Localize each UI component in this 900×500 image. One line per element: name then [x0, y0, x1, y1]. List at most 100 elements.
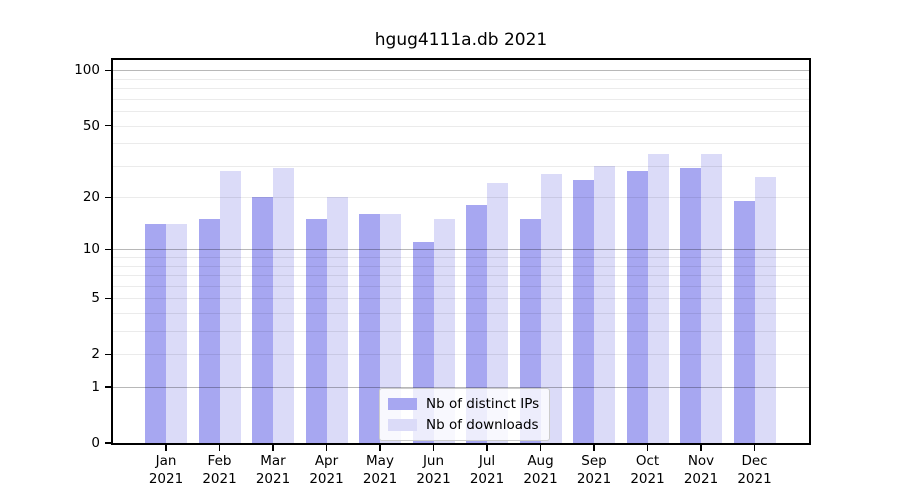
x-tick-label-nov: Nov 2021 [659, 453, 743, 488]
y-tick-label-10: 10 [82, 241, 100, 258]
plot-area [111, 58, 811, 445]
bar-nb-of-downloads-oct [647, 153, 669, 443]
bar-nb-of-distinct-ips-sep [573, 180, 594, 443]
x-tick-mark-apr [325, 445, 328, 451]
x-tick-label-jul: Jul 2021 [445, 453, 529, 488]
bar-nb-of-distinct-ips-mar [252, 197, 273, 443]
x-tick-month: Mar [260, 453, 286, 469]
bar-nb-of-downloads-nov [701, 153, 722, 443]
y-gridline-40 [113, 143, 809, 145]
y-gridline-100 [113, 70, 809, 72]
x-tick-year: 2021 [148, 470, 184, 487]
y-gridline-7 [113, 275, 809, 277]
x-tick-label-sep: Sep 2021 [552, 453, 636, 488]
legend: Nb of distinct IPs Nb of downloads [379, 388, 551, 441]
bar-nb-of-distinct-ips-aug [519, 219, 541, 443]
x-tick-month: Dec [741, 453, 768, 469]
x-tick-month: Oct [635, 453, 660, 469]
y-tick-label-2: 2 [91, 346, 100, 363]
x-tick-mark-oct [646, 445, 649, 451]
bar-nb-of-downloads-jan [166, 224, 187, 443]
x-tick-month: Aug [527, 453, 554, 469]
bar-nb-of-distinct-ips-apr [305, 219, 327, 443]
x-tick-year: 2021 [255, 470, 291, 487]
x-tick-label-jun: Jun 2021 [392, 453, 476, 488]
x-tick-month: Apr [314, 453, 339, 469]
x-tick-month: Nov [687, 453, 715, 469]
y-tick-mark-100 [105, 69, 111, 72]
x-tick-mark-jul [486, 445, 488, 451]
y-gridline-10 [113, 249, 809, 251]
y-gridline-4 [113, 313, 809, 315]
x-tick-month: Jan [155, 453, 177, 469]
y-gridline-2 [113, 354, 809, 356]
x-tick-label-jan: Jan 2021 [124, 453, 208, 488]
y-tick-label-100: 100 [74, 62, 100, 79]
x-tick-label-apr: Apr 2021 [285, 453, 369, 488]
y-tick-mark-1 [105, 386, 111, 388]
y-gridline-60 [113, 111, 809, 113]
legend-swatch [388, 398, 417, 410]
legend-label: Nb of distinct IPs [426, 396, 540, 412]
x-tick-mark-may [379, 445, 381, 451]
x-tick-month: Feb [207, 453, 232, 469]
bar-nb-of-downloads-sep [594, 165, 615, 443]
x-tick-label-oct: Oct 2021 [606, 453, 690, 488]
y-gridline-6 [113, 285, 809, 287]
x-tick-year: 2021 [683, 470, 719, 487]
bar-nb-of-downloads-apr [326, 197, 348, 443]
bar-nb-of-downloads-aug [540, 174, 562, 443]
x-tick-year: 2021 [362, 470, 398, 487]
x-tick-mark-nov [700, 445, 702, 451]
x-tick-label-may: May 2021 [338, 453, 422, 488]
legend-label: Nb of downloads [426, 417, 539, 433]
x-tick-mark-sep [593, 445, 595, 451]
y-tick-mark-0 [105, 442, 111, 444]
x-tick-label-dec: Dec 2021 [713, 453, 797, 488]
x-tick-year: 2021 [630, 470, 665, 487]
y-tick-label-20: 20 [82, 189, 100, 206]
x-tick-mark-jan [165, 445, 167, 451]
x-tick-year: 2021 [523, 470, 558, 487]
bar-nb-of-downloads-jun [433, 219, 455, 443]
legend-swatch [388, 419, 417, 431]
bar-nb-of-distinct-ips-may [359, 214, 380, 443]
bar-nb-of-downloads-jul [487, 183, 508, 443]
y-gridline-50 [113, 125, 809, 127]
y-gridline-5 [113, 298, 809, 300]
y-tick-label-50: 50 [82, 117, 100, 134]
x-tick-mark-jun [432, 445, 435, 451]
bar-nb-of-distinct-ips-jul [466, 205, 487, 443]
y-tick-mark-50 [105, 124, 111, 127]
y-gridline-8 [113, 265, 809, 267]
x-tick-month: Sep [581, 453, 607, 469]
x-tick-year: 2021 [469, 470, 505, 487]
y-gridline-1 [113, 387, 809, 389]
bar-nb-of-downloads-feb [219, 171, 241, 443]
y-gridline-70 [113, 98, 809, 100]
x-tick-month: Jul [478, 453, 496, 469]
y-gridline-3 [113, 331, 809, 333]
x-tick-mark-aug [539, 445, 542, 451]
bar-nb-of-distinct-ips-nov [680, 168, 701, 443]
bar-nb-of-distinct-ips-oct [626, 171, 648, 443]
y-tick-label-0: 0 [91, 435, 100, 451]
x-tick-label-aug: Aug 2021 [499, 453, 583, 488]
bar-nb-of-downloads-mar [273, 168, 294, 443]
x-tick-label-feb: Feb 2021 [178, 453, 262, 488]
x-tick-mark-feb [218, 445, 221, 451]
y-tick-label-5: 5 [91, 290, 100, 307]
y-gridline-20 [113, 197, 809, 199]
y-gridline-80 [113, 88, 809, 90]
bar-nb-of-downloads-dec [754, 176, 776, 443]
y-tick-mark-10 [105, 248, 111, 251]
x-tick-mark-mar [272, 445, 274, 451]
bar-nb-of-distinct-ips-dec [733, 201, 755, 443]
x-tick-year: 2021 [416, 470, 451, 487]
y-tick-label-1: 1 [91, 379, 100, 396]
legend-item: Nb of distinct IPs [388, 396, 539, 412]
legend-item: Nb of downloads [388, 417, 539, 433]
bar-nb-of-distinct-ips-jan [145, 224, 166, 443]
x-tick-year: 2021 [202, 470, 237, 487]
